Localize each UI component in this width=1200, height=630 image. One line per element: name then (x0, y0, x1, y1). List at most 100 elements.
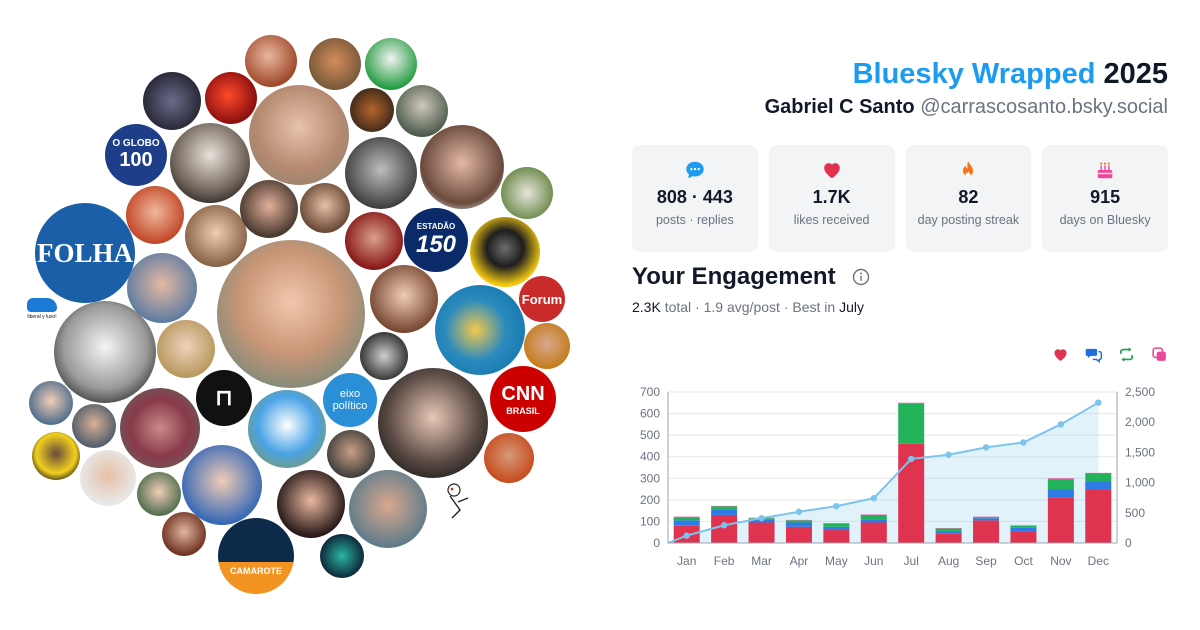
avatar (249, 85, 349, 185)
x-tick-label: May (825, 554, 848, 568)
forum-avatar: Forum (519, 276, 565, 322)
bar-segment-replies (673, 520, 700, 526)
avatar (170, 123, 250, 203)
camarote-avatar: CAMAROTE (218, 518, 294, 594)
bar-segment-replies (860, 519, 887, 523)
avatar (54, 301, 156, 403)
bar-segment-likes (935, 533, 962, 543)
reply-icon[interactable] (1085, 346, 1102, 363)
avatar (320, 534, 364, 578)
bar-segment-replies (1085, 481, 1112, 490)
avatar (420, 125, 504, 209)
cumulative-point (1095, 399, 1102, 406)
y-left-tick-label: 400 (640, 450, 660, 464)
cnn-avatar: CNN BRASIL (490, 366, 556, 432)
bar-segment-likes (1085, 489, 1112, 543)
bar-segment-reposts (935, 528, 962, 532)
avatar (396, 85, 448, 137)
y-right-tick-label: 0 (1125, 536, 1132, 550)
x-tick-label: Nov (1050, 554, 1071, 568)
bar-segment-reposts (860, 514, 887, 520)
x-tick-label: Oct (1014, 554, 1033, 568)
x-tick-label: Mar (751, 554, 772, 568)
y-left-tick-label: 600 (640, 407, 660, 421)
avatar (120, 388, 200, 468)
x-tick-label: Jan (677, 554, 696, 568)
avatar (484, 433, 534, 483)
avatar (327, 430, 375, 478)
stat-label: days on Bluesky (1059, 213, 1151, 227)
profile-line: Gabriel C Santo @carrascosanto.bsky.soci… (765, 96, 1168, 119)
x-tick-label: Jul (904, 554, 919, 568)
speech-bubble-icon (686, 161, 704, 179)
avatar (524, 323, 570, 369)
stat-value: 915 (1090, 187, 1121, 207)
avatar (72, 404, 116, 448)
bar-segment-replies (711, 509, 738, 515)
bar-segment-replies (785, 522, 812, 527)
cumulative-point (683, 532, 690, 539)
bar-segment-likes (1047, 497, 1074, 543)
bar-segment-reposts (823, 523, 850, 527)
bar-segment-quotes (1085, 472, 1112, 474)
page-title: Bluesky Wrapped 2025 (852, 58, 1168, 90)
cumulative-area (668, 402, 1099, 543)
avatar (29, 381, 73, 425)
cumulative-point (870, 494, 877, 502)
info-icon[interactable] (852, 268, 870, 286)
bar-segment-reposts (1085, 473, 1112, 482)
avatar (349, 470, 427, 548)
avatar (345, 212, 403, 270)
display-name: Gabriel C Santo (764, 96, 915, 118)
y-right-tick-label: 1,000 (1125, 476, 1155, 490)
handle: @carrascosanto.bsky.social (920, 96, 1168, 118)
avatar (309, 38, 361, 90)
folha-avatar: FOLHA (35, 203, 135, 303)
cumulative-point (1057, 421, 1065, 428)
cumulative-point (982, 444, 990, 451)
bar-segment-likes (823, 530, 850, 543)
stat-likes: 1.7K likes received (768, 145, 895, 252)
x-tick-label: Aug (938, 554, 959, 568)
globo-avatar: O GLOBO 100 (105, 124, 167, 186)
x-tick-label: Feb (714, 554, 735, 568)
y-right-tick-label: 2,500 (1125, 385, 1155, 399)
avatar (350, 88, 394, 132)
avatar (80, 450, 136, 506)
avatar (182, 445, 262, 525)
stat-value: 82 (958, 187, 979, 207)
wrapped-panel: Bluesky Wrapped 2025 Gabriel C Santo @ca… (632, 0, 1168, 630)
avatar (127, 253, 197, 323)
cake-icon (1097, 162, 1113, 179)
repost-icon[interactable] (1118, 346, 1135, 363)
avatar (370, 265, 438, 333)
avatar (345, 137, 417, 209)
x-tick-label: Jun (864, 554, 883, 568)
heart-icon (823, 163, 840, 179)
avatar (205, 72, 257, 124)
flame-icon (963, 160, 974, 178)
avatar (365, 38, 417, 90)
avatar (277, 470, 345, 538)
bar-segment-replies (935, 531, 962, 534)
bar-segment-reposts (973, 517, 1000, 519)
chart-legend (1052, 346, 1168, 363)
quote-icon[interactable] (1151, 346, 1168, 363)
cumulative-point (908, 455, 915, 463)
bar-segment-replies (1047, 489, 1074, 498)
bar-segment-replies (973, 518, 1000, 521)
bar-segment-likes (1010, 531, 1037, 543)
y-right-tick-label: 500 (1125, 506, 1145, 520)
avatar (143, 72, 201, 130)
bar-segment-likes (748, 522, 775, 543)
bar-segment-quotes (1047, 478, 1074, 480)
bar-segment-reposts (1047, 479, 1074, 490)
y-left-tick-label: 200 (640, 493, 660, 507)
estadao-avatar: ESTADÃO 150 (404, 208, 468, 272)
avatar (157, 320, 215, 378)
cumulative-point (720, 522, 728, 529)
bar-segment-likes (860, 522, 887, 543)
avatar (501, 167, 553, 219)
avatar (248, 390, 326, 468)
heart-icon[interactable] (1052, 346, 1069, 363)
